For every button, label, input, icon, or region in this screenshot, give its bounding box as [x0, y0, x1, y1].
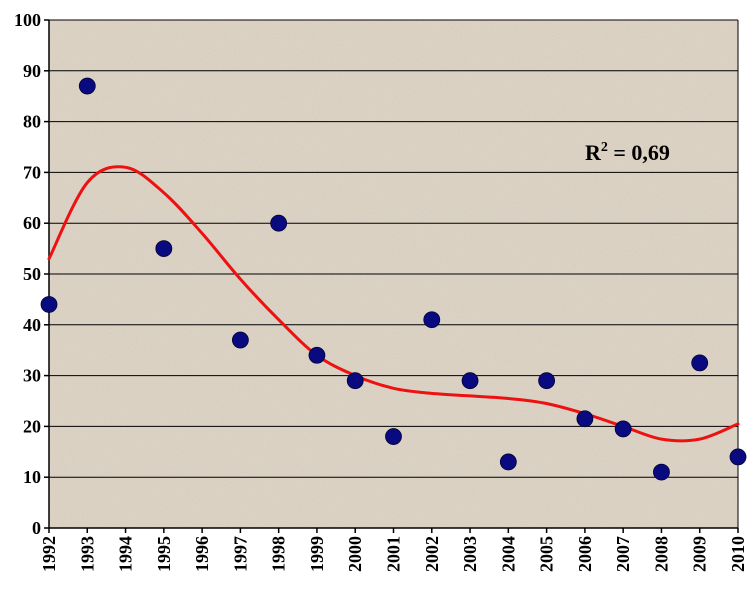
axes	[44, 19, 739, 533]
y-tick-label: 30	[23, 366, 41, 386]
x-tick-label: 2004	[498, 536, 518, 572]
x-axis-tick-labels: 1992 1993 1994 1995 1996 1997 1998 1999 2000 2001…	[39, 536, 748, 572]
x-tick-label: 2000	[345, 536, 365, 572]
y-tick-label: 20	[23, 416, 41, 436]
x-tick-label: 2003	[460, 536, 480, 572]
x-tick-label: 1996	[192, 536, 212, 572]
x-tick-label: 1995	[154, 536, 174, 572]
data-point	[538, 372, 556, 390]
x-tick-label: 1992	[39, 536, 59, 572]
x-tick-label: 1993	[77, 536, 97, 572]
x-tick-label: 2001	[384, 536, 404, 572]
data-point	[576, 410, 594, 428]
x-tick-label: 2010	[728, 536, 748, 572]
y-tick-label: 0	[32, 518, 41, 538]
x-tick-label: 2009	[690, 536, 710, 572]
y-tick-label: 60	[23, 213, 41, 233]
data-point	[346, 372, 364, 390]
data-point	[614, 420, 632, 438]
data-point	[40, 296, 58, 313]
data-point	[308, 346, 326, 364]
y-tick-label: 10	[23, 467, 41, 487]
x-tick-label: 1998	[269, 536, 289, 572]
x-tick-label: 2006	[575, 536, 595, 572]
data-point	[78, 77, 96, 95]
data-point	[423, 311, 441, 329]
data-point	[729, 448, 747, 466]
y-tick-label: 50	[23, 264, 41, 284]
y-tick-label: 90	[23, 61, 41, 81]
data-point	[653, 463, 670, 481]
r-squared-annotation: R2 = 0,69	[585, 140, 670, 165]
data-point	[155, 240, 173, 258]
x-tick-label: 2002	[422, 536, 442, 572]
y-axis-tick-labels: 0 10 20 30 40 50 60 70 80 90 100	[14, 10, 41, 538]
y-tick-label: 70	[23, 162, 41, 182]
data-point	[499, 453, 517, 471]
x-tick-label: 2005	[537, 536, 557, 572]
x-tick-label: 2007	[613, 536, 633, 572]
data-point	[691, 354, 709, 372]
x-tick-label: 1999	[307, 536, 327, 572]
y-tick-label: 40	[23, 315, 41, 335]
data-point	[231, 331, 249, 349]
data-point	[461, 372, 479, 390]
x-tick-label: 1997	[230, 536, 250, 572]
x-tick-label: 2008	[651, 536, 671, 572]
gridlines	[49, 19, 738, 478]
data-point	[385, 428, 402, 445]
y-tick-label: 100	[14, 10, 41, 30]
x-tick-label: 1994	[116, 536, 136, 572]
y-tick-label: 80	[23, 112, 41, 132]
data-point	[270, 214, 288, 232]
data-points	[40, 77, 747, 481]
